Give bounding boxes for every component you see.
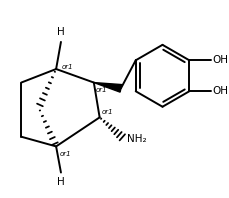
Text: or1: or1	[60, 151, 71, 157]
Text: OH: OH	[212, 86, 228, 96]
Text: or1: or1	[95, 87, 107, 93]
Polygon shape	[93, 83, 121, 92]
Text: H: H	[57, 27, 65, 37]
Text: or1: or1	[101, 109, 113, 115]
Text: NH₂: NH₂	[126, 134, 146, 144]
Text: H: H	[57, 177, 65, 187]
Text: OH: OH	[212, 55, 228, 65]
Text: or1: or1	[62, 64, 73, 70]
